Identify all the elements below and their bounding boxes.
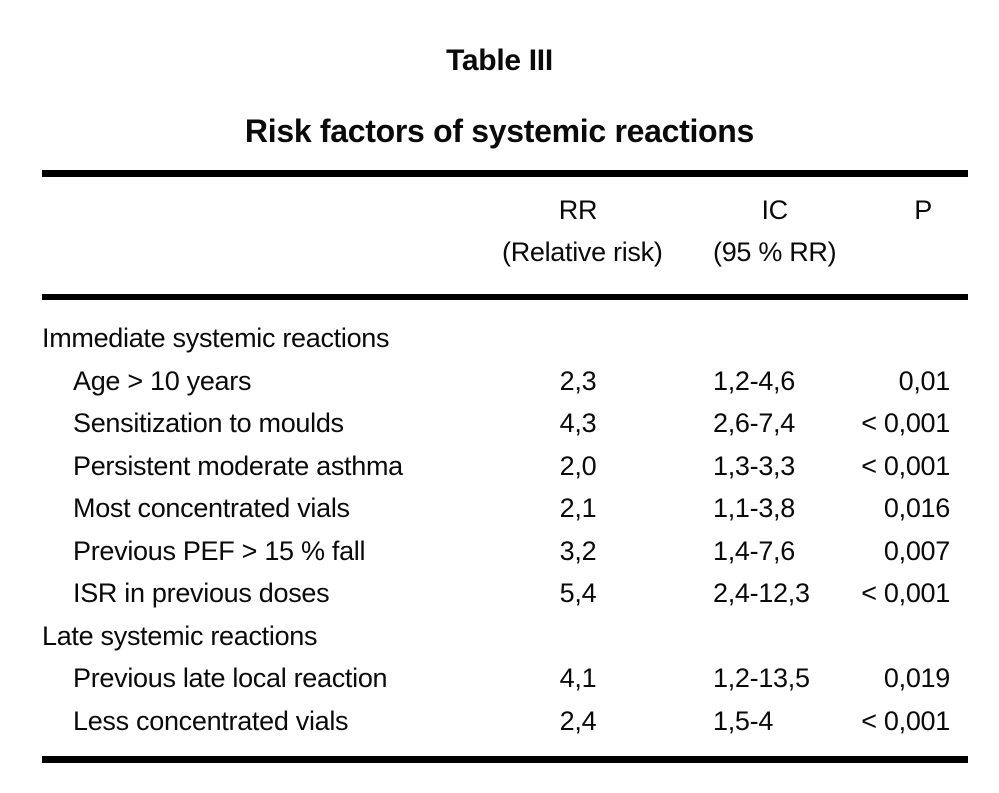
header-rr-expansion: (Relative risk) (502, 237, 663, 267)
table-number-heading: Table III (446, 44, 553, 77)
row-p-value (832, 317, 968, 360)
row-rr-value (502, 615, 654, 658)
row-rr-value: 2,1 (559, 493, 597, 523)
row-p-value: < 0,001 (861, 408, 950, 438)
header-risk-factor-column (42, 189, 502, 273)
row-p-value: < 0,001 (861, 578, 950, 608)
row-p-value: 0,01 (898, 365, 951, 396)
header-separator-rule (42, 294, 968, 300)
row-ic-value: 1,5-4 (713, 705, 774, 736)
header-rr-column: RR (Relative risk) (502, 189, 663, 273)
row-label: Previous late local reaction (73, 663, 388, 693)
header-rr-abbrev: RR (558, 195, 598, 225)
row-label: Age > 10 years (73, 365, 252, 396)
bottom-rule (42, 756, 968, 763)
row-rr-value: 4,3 (559, 408, 597, 438)
row-p-value: 0,007 (883, 535, 950, 566)
header-ic-expansion: (95 % RR) (713, 237, 837, 267)
row-ic-value: 2,6-7,4 (713, 408, 795, 438)
table-title-heading: Risk factors of systemic reactions (244, 113, 755, 149)
row-ic-value: 1,3-3,3 (713, 450, 795, 481)
header-p-column: P (832, 189, 968, 273)
table-row: Age > 10 years 2,3 1,2-4,6 0,01 (42, 360, 968, 403)
table-row: Sensitization to moulds 4,3 2,6-7,4 < 0,… (42, 402, 968, 445)
header-ic-column: IC (95 % RR) (654, 189, 837, 273)
table-row: Persistent moderate asthma 2,0 1,3-3,3 <… (42, 445, 968, 488)
row-p-value: < 0,001 (861, 705, 950, 736)
row-rr-value: 2,0 (559, 450, 597, 481)
row-ic-value: 1,2-4,6 (713, 365, 795, 396)
table-row: Most concentrated vials 2,1 1,1-3,8 0,01… (42, 487, 968, 530)
table-row: Less concentrated vials 2,4 1,5-4 < 0,00… (42, 700, 968, 743)
row-rr-value (502, 317, 654, 360)
row-label: Persistent moderate asthma (73, 450, 403, 481)
table-row: ISR in previous doses 5,4 2,4-12,3 < 0,0… (42, 572, 968, 615)
table-row: Immediate systemic reactions (42, 317, 968, 360)
row-ic-value: 2,4-12,3 (713, 578, 810, 608)
row-label: Previous PEF > 15 % fall (73, 535, 366, 566)
row-p-value: < 0,001 (861, 450, 950, 481)
row-p-value (832, 615, 968, 658)
row-ic-value (654, 317, 832, 360)
row-rr-value: 2,3 (559, 365, 597, 396)
row-label: Sensitization to moulds (73, 408, 344, 438)
row-p-value: 0,016 (883, 493, 950, 523)
row-ic-value: 1,4-7,6 (713, 535, 795, 566)
row-label: Late systemic reactions (42, 620, 318, 651)
table-row: Previous PEF > 15 % fall 3,2 1,4-7,6 0,0… (42, 530, 968, 573)
row-p-value: 0,019 (883, 663, 950, 693)
row-label: Less concentrated vials (73, 705, 349, 736)
row-ic-value: 1,1-3,8 (713, 493, 795, 523)
header-ic-abbrev: IC (761, 195, 788, 225)
row-label: Most concentrated vials (73, 493, 350, 523)
table-header-row: RR (Relative risk) IC (95 % RR) P (42, 189, 968, 273)
header-ic-block: IC (95 % RR) (713, 189, 837, 273)
row-label: Immediate systemic reactions (42, 323, 390, 353)
table-body: Immediate systemic reactions Age > 10 ye… (42, 317, 968, 742)
row-ic-value (654, 615, 832, 658)
row-rr-value: 4,1 (559, 663, 597, 693)
row-rr-value: 2,4 (559, 705, 597, 736)
top-rule (42, 170, 968, 177)
row-rr-value: 3,2 (559, 535, 597, 566)
row-rr-value: 5,4 (559, 578, 597, 608)
table-row: Late systemic reactions (42, 615, 968, 658)
row-ic-value: 1,2-13,5 (713, 663, 810, 693)
table-row: Previous late local reaction 4,1 1,2-13,… (42, 657, 968, 700)
header-p-label: P (914, 195, 932, 225)
row-label: ISR in previous doses (73, 578, 330, 608)
